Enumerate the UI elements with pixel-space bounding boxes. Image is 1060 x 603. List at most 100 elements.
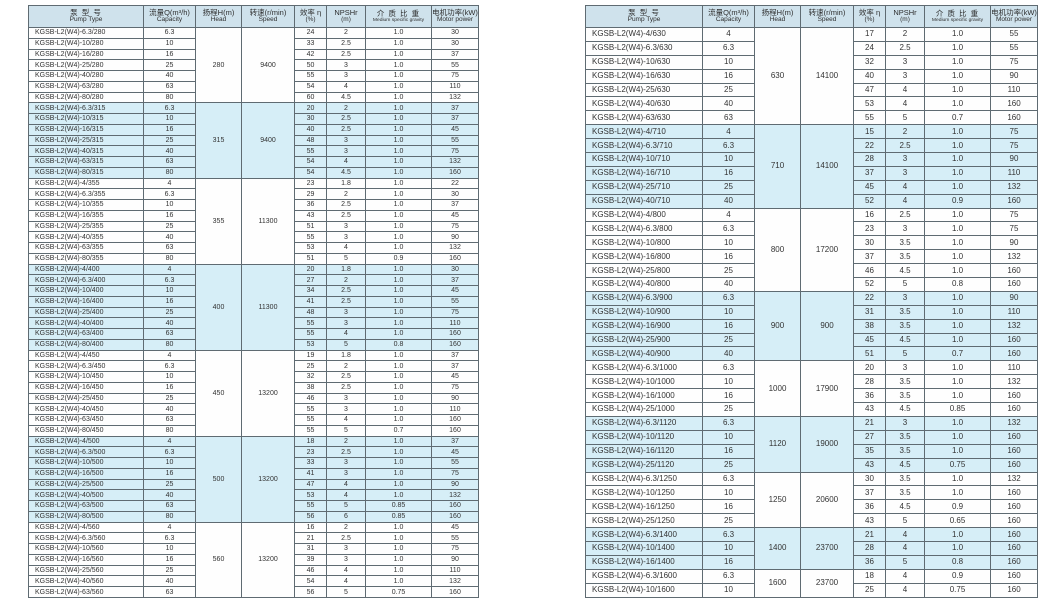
speed-cell: 13200 [241, 435, 295, 523]
table-row: KGSB-L2(W4)-40/630 40 53 4 1.0 160 [585, 96, 1038, 112]
table-row: KGSB-L2(W4)-16/400 16 41 2.5 1.0 55 [28, 295, 479, 308]
power-cell: 132 [990, 374, 1038, 390]
speed-cell: 9400 [241, 26, 295, 104]
power-header: 电机功率(kW) Motor power [431, 5, 479, 28]
power-cell: 132 [990, 415, 1038, 431]
efficiency-cell: 42 [294, 48, 327, 61]
power-cell: 75 [990, 138, 1038, 154]
pump-type-cell: KGSB-L2(W4)-40/500 [28, 489, 144, 501]
power-cell: 160 [431, 328, 479, 340]
capacity-cell: 16 [702, 388, 755, 404]
table-row: KGSB-L2(W4)-40/315 40 55 3 1.0 75 [28, 145, 479, 157]
gravity-cell: 1.0 [365, 242, 432, 254]
gravity-cell: 1.0 [365, 553, 432, 566]
power-cell: 55 [431, 59, 479, 71]
npshr-cell: 2.5 [885, 40, 925, 56]
efficiency-cell: 55 [853, 110, 886, 126]
gravity-cell: 1.0 [365, 37, 432, 50]
table-row: KGSB-L2(W4)-4/710 4 710 14100 15 2 1.0 75 [585, 124, 1038, 209]
pump-spec-table-left: 泵 型 号 Pump Type 流量Q(m³/h) Capacity 扬程H(m) H… [28, 5, 479, 598]
npshr-cell: 4 [885, 527, 925, 542]
power-cell: 132 [990, 179, 1038, 195]
efficiency-cell: 27 [853, 429, 886, 445]
efficiency-cell: 17 [853, 27, 886, 42]
gravity-cell: 1.0 [365, 371, 432, 383]
speed-cell: 9400 [241, 102, 295, 179]
power-cell: 75 [431, 306, 479, 319]
npshr-cell: 4.5 [885, 457, 925, 473]
efficiency-cell: 24 [294, 27, 327, 39]
npshr-cell: 3 [326, 467, 366, 480]
pump-type-cell: KGSB-L2(W4)-16/450 [28, 381, 144, 394]
efficiency-cell: 45 [853, 332, 886, 348]
efficiency-cell: 22 [853, 290, 886, 306]
capacity-cell: 10 [143, 199, 196, 211]
pump-type-cell: KGSB-L2(W4)-40/400 [28, 317, 144, 329]
power-cell: 55 [990, 40, 1038, 56]
pump-type-cell: KGSB-L2(W4)-10/1000 [585, 374, 703, 390]
efficiency-cell: 51 [853, 346, 886, 362]
capacity-cell: 16 [702, 318, 755, 334]
power-cell: 55 [990, 27, 1038, 42]
power-cell: 160 [990, 513, 1038, 529]
npshr-cell: 4 [326, 575, 366, 587]
power-cell: 160 [990, 429, 1038, 445]
table-body: KGSB-L2(W4)-6.3/280 6.3 280 9400 24 2 1.0 30 KGS… [28, 26, 479, 598]
capacity-cell: 6.3 [702, 527, 755, 542]
efficiency-cell: 55 [294, 328, 327, 340]
efficiency-cell: 32 [853, 54, 886, 70]
capacity-cell: 10 [702, 235, 755, 251]
efficiency-cell: 28 [853, 152, 886, 167]
power-cell: 160 [431, 338, 479, 351]
efficiency-cell: 52 [853, 193, 886, 209]
gravity-cell: 1.0 [924, 249, 991, 265]
efficiency-cell: 38 [294, 381, 327, 394]
capacity-cell: 25 [143, 478, 196, 491]
gravity-cell: 0.75 [365, 586, 432, 598]
speed-cell: 900 [800, 290, 854, 362]
gravity-cell: 1.0 [365, 220, 432, 233]
capacity-cell: 4 [143, 263, 196, 276]
capacity-cell: 16 [143, 209, 196, 222]
pump-type-cell: KGSB-L2(W4)-16/315 [28, 123, 144, 136]
pump-type-cell: KGSB-L2(W4)-63/500 [28, 500, 144, 512]
power-cell: 90 [431, 392, 479, 405]
efficiency-cell: 20 [853, 360, 886, 376]
pump-type-cell: KGSB-L2(W4)-16/630 [585, 68, 703, 84]
gravity-cell: 1.0 [365, 381, 432, 394]
header-row: 泵 型 号 Pump Type 流量Q(m³/h) Capacity 扬程H(m) H… [585, 5, 1038, 28]
pump-type-cell: KGSB-L2(W4)-4/450 [28, 349, 144, 362]
gravity-cell: 1.0 [924, 40, 991, 56]
power-cell: 30 [431, 37, 479, 50]
pump-type-header-en: Pump Type [69, 16, 103, 24]
power-cell: 90 [990, 152, 1038, 167]
power-cell: 160 [990, 402, 1038, 417]
efficiency-cell: 32 [294, 371, 327, 383]
pump-type-cell: KGSB-L2(W4)-16/1250 [585, 499, 703, 515]
capacity-cell: 10 [702, 582, 755, 599]
capacity-header: 流量Q(m³/h) Capacity [702, 5, 755, 28]
efficiency-cell: 53 [853, 96, 886, 112]
speed-cell: 23700 [800, 568, 854, 599]
table-row: KGSB-L2(W4)-63/560 63 56 5 0.75 160 [28, 586, 479, 598]
table-row: KGSB-L2(W4)-63/280 63 54 4 1.0 110 [28, 80, 479, 93]
npshr-cell: 3 [326, 134, 366, 147]
npshr-cell: 3.5 [885, 443, 925, 459]
power-header: 电机功率(kW) Motor power [990, 5, 1038, 28]
capacity-cell: 40 [143, 231, 196, 243]
gravity-cell: 1.0 [365, 564, 432, 577]
capacity-cell: 10 [702, 152, 755, 167]
pump-type-cell: KGSB-L2(W4)-25/560 [28, 564, 144, 577]
table-row: KGSB-L2(W4)-4/800 4 800 17200 16 2.5 1.0 75 [585, 207, 1038, 292]
power-cell: 110 [431, 403, 479, 415]
power-cell: 75 [990, 124, 1038, 140]
head-header: 扬程H(m) Head [195, 5, 242, 28]
npshr-cell: 2 [326, 102, 366, 114]
npshr-cell: 2.5 [326, 371, 366, 383]
pump-type-cell: KGSB-L2(W4)-6.3/800 [585, 221, 703, 237]
pump-type-cell: KGSB-L2(W4)-6.3/1120 [585, 415, 703, 431]
gravity-cell: 1.0 [365, 134, 432, 147]
efficiency-cell: 41 [294, 295, 327, 308]
capacity-cell: 25 [143, 564, 196, 577]
power-cell: 37 [431, 102, 479, 114]
